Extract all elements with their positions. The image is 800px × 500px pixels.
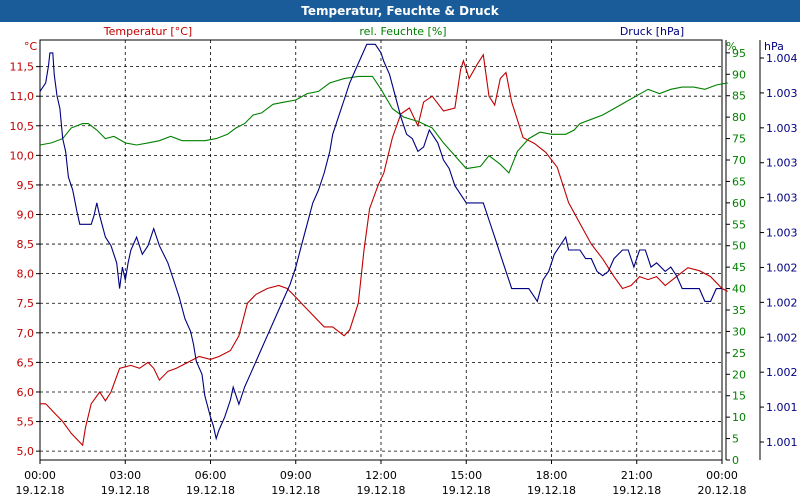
pressure-tick-label: 1.003	[766, 87, 798, 100]
humidity-tick-label: 20	[732, 368, 746, 381]
temperature-tick-label: 8,5	[17, 238, 35, 251]
humidity-tick-label: 70	[732, 154, 746, 167]
pressure-tick-label: 1.004	[766, 52, 798, 65]
humidity-tick-label: 10	[732, 411, 746, 424]
temperature-tick-label: 7,0	[17, 327, 35, 340]
temperature-tick-label: 5,0	[17, 445, 35, 458]
x-tick-time-label: 09:00	[280, 469, 312, 482]
x-tick-date-label: 19.12.18	[16, 484, 65, 497]
humidity-tick-label: 55	[732, 218, 746, 231]
temperature-tick-label: 10,5	[10, 120, 35, 133]
temperature-tick-label: 6,0	[17, 386, 35, 399]
temperature-tick-label: 11,0	[10, 90, 35, 103]
pressure-tick-label: 1.003	[766, 157, 798, 170]
x-tick-date-label: 19.12.18	[101, 484, 150, 497]
x-tick-time-label: 00:00	[24, 469, 56, 482]
humidity-tick-label: 95	[732, 47, 746, 60]
pressure-tick-label: 1.002	[766, 331, 798, 344]
humidity-tick-label: 25	[732, 347, 746, 360]
x-tick-time-label: 21:00	[621, 469, 653, 482]
x-tick-date-label: 19.12.18	[271, 484, 320, 497]
pressure-tick-label: 1.002	[766, 261, 798, 274]
x-tick-date-label: 19.12.18	[612, 484, 661, 497]
humidity-tick-label: 15	[732, 390, 746, 403]
x-tick-time-label: 00:00	[706, 469, 738, 482]
pressure-unit-label: hPa	[764, 40, 784, 53]
temperature-tick-label: 8,0	[17, 268, 35, 281]
humidity-tick-label: 40	[732, 283, 746, 296]
series-line-humidity	[39, 75, 728, 174]
x-tick-time-label: 03:00	[109, 469, 141, 482]
pressure-tick-label: 1.001	[766, 401, 798, 414]
x-tick-date-label: 20.12.18	[698, 484, 747, 497]
temperature-tick-label: 10,0	[10, 149, 35, 162]
humidity-unit-label: %	[726, 40, 736, 53]
temperature-tick-label: 9,0	[17, 209, 35, 222]
x-tick-date-label: 19.12.18	[186, 484, 235, 497]
temperature-tick-label: 5,5	[17, 416, 35, 429]
x-tick-time-label: 06:00	[195, 469, 227, 482]
x-tick-date-label: 19.12.18	[527, 484, 576, 497]
pressure-axis-title: Druck [hPa]	[620, 25, 684, 38]
chart-area: 5,0 5,5 6,0 6,5 7,0 7,5 8,0 8,5 9,0 9,5 10,0 10,5 11…	[10, 25, 798, 497]
humidity-tick-label: 85	[732, 90, 746, 103]
temperature-unit-label: °C	[24, 40, 38, 53]
humidity-tick-label: 45	[732, 261, 746, 274]
humidity-tick-label: 0	[732, 454, 739, 467]
x-tick-date-label: 19.12.18	[442, 484, 491, 497]
humidity-tick-label: 65	[732, 175, 746, 188]
pressure-tick-label: 1.003	[766, 227, 798, 240]
chart-title: Temperatur, Feuchte & Druck	[0, 0, 800, 22]
pressure-tick-label: 1.002	[766, 296, 798, 309]
humidity-tick-label: 80	[732, 111, 746, 124]
humidity-tick-label: 50	[732, 240, 746, 253]
x-tick-time-label: 15:00	[450, 469, 482, 482]
temperature-tick-label: 6,5	[17, 356, 35, 369]
humidity-tick-label: 90	[732, 68, 746, 81]
humidity-tick-label: 30	[732, 325, 746, 338]
temperature-tick-label: 9,5	[17, 179, 35, 192]
humidity-tick-label: 60	[732, 197, 746, 210]
humidity-tick-label: 5	[732, 433, 739, 446]
x-tick-time-label: 12:00	[365, 469, 397, 482]
temperature-tick-label: 11,5	[10, 61, 35, 74]
temperature-axis-title: Temperatur [°C]	[103, 25, 192, 38]
x-tick-date-label: 19.12.18	[357, 484, 406, 497]
temperature-tick-label: 7,5	[17, 297, 35, 310]
humidity-tick-label: 35	[732, 304, 746, 317]
humidity-axis-title: rel. Feuchte [%]	[359, 25, 446, 38]
series-line-temperature	[40, 53, 728, 447]
pressure-tick-label: 1.003	[766, 122, 798, 135]
pressure-tick-label: 1.003	[766, 192, 798, 205]
humidity-tick-label: 75	[732, 133, 746, 146]
series-line-pressure	[39, 43, 722, 441]
pressure-tick-label: 1.002	[766, 366, 798, 379]
pressure-tick-label: 1.001	[766, 436, 798, 449]
x-tick-time-label: 18:00	[536, 469, 568, 482]
